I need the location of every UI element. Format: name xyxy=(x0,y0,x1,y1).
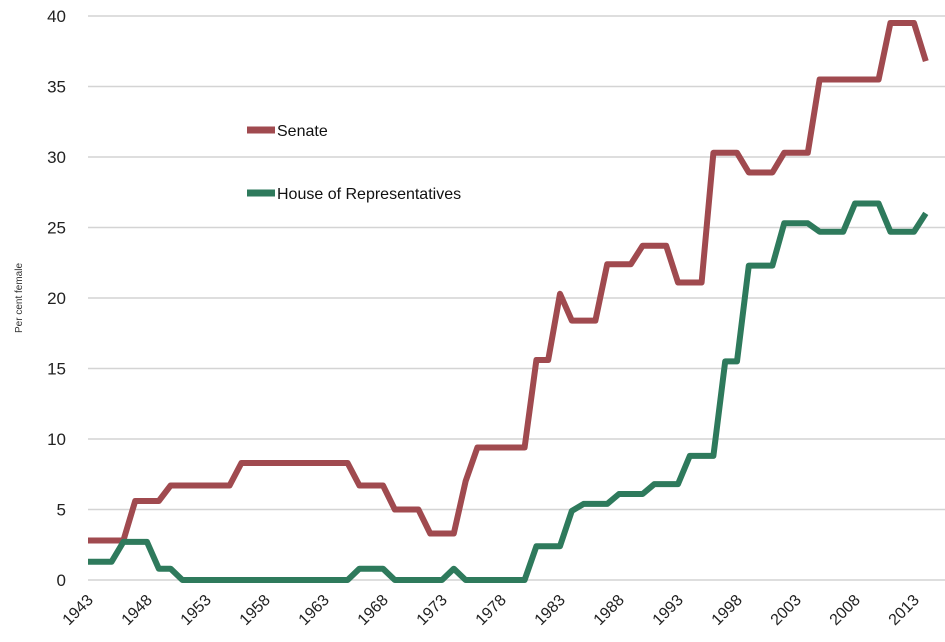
y-tick-label: 10 xyxy=(47,430,66,449)
y-tick-label: 30 xyxy=(47,148,66,167)
x-tick-label: 1953 xyxy=(178,592,215,629)
y-tick-label: 40 xyxy=(47,7,66,26)
x-tick-label: 1988 xyxy=(591,592,628,629)
x-tick-label: 1943 xyxy=(60,592,97,629)
y-tick-label: 20 xyxy=(47,289,66,308)
y-axis-label: Per cent female xyxy=(14,263,25,333)
x-tick-label: 2003 xyxy=(768,592,805,629)
y-tick-label: 15 xyxy=(47,360,66,379)
x-tick-label: 1958 xyxy=(237,592,274,629)
y-tick-label: 35 xyxy=(47,78,66,97)
x-axis-ticks: 1943 1948 1953 1958 1963 1968 1973 1978 1983 1988… xyxy=(60,592,923,629)
gridlines xyxy=(88,15,945,581)
x-tick-label: 1978 xyxy=(473,592,510,629)
x-tick-label: 1948 xyxy=(119,592,156,629)
y-tick-label: 5 xyxy=(57,501,66,520)
y-axis-ticks: 0 5 10 15 20 25 30 35 40 xyxy=(47,7,66,590)
y-tick-label: 25 xyxy=(47,219,66,238)
legend-label-house: House of Representatives xyxy=(277,186,461,203)
x-tick-label: 1963 xyxy=(296,592,333,629)
x-tick-label: 1983 xyxy=(532,592,569,629)
x-tick-label: 1993 xyxy=(650,592,687,629)
series-line-house-of-representatives xyxy=(88,200,929,583)
y-tick-label: 0 xyxy=(57,571,66,590)
x-tick-label: 1973 xyxy=(414,592,451,629)
legend-label-senate: Senate xyxy=(277,123,328,140)
x-tick-label: 2008 xyxy=(827,592,864,629)
x-tick-label: 1968 xyxy=(355,592,392,629)
x-tick-label: 2013 xyxy=(886,592,923,629)
series-line-senate xyxy=(88,20,929,544)
series-lines xyxy=(88,20,929,583)
x-tick-label: 1998 xyxy=(709,592,746,629)
legend: Senate House of Representatives xyxy=(247,123,461,203)
